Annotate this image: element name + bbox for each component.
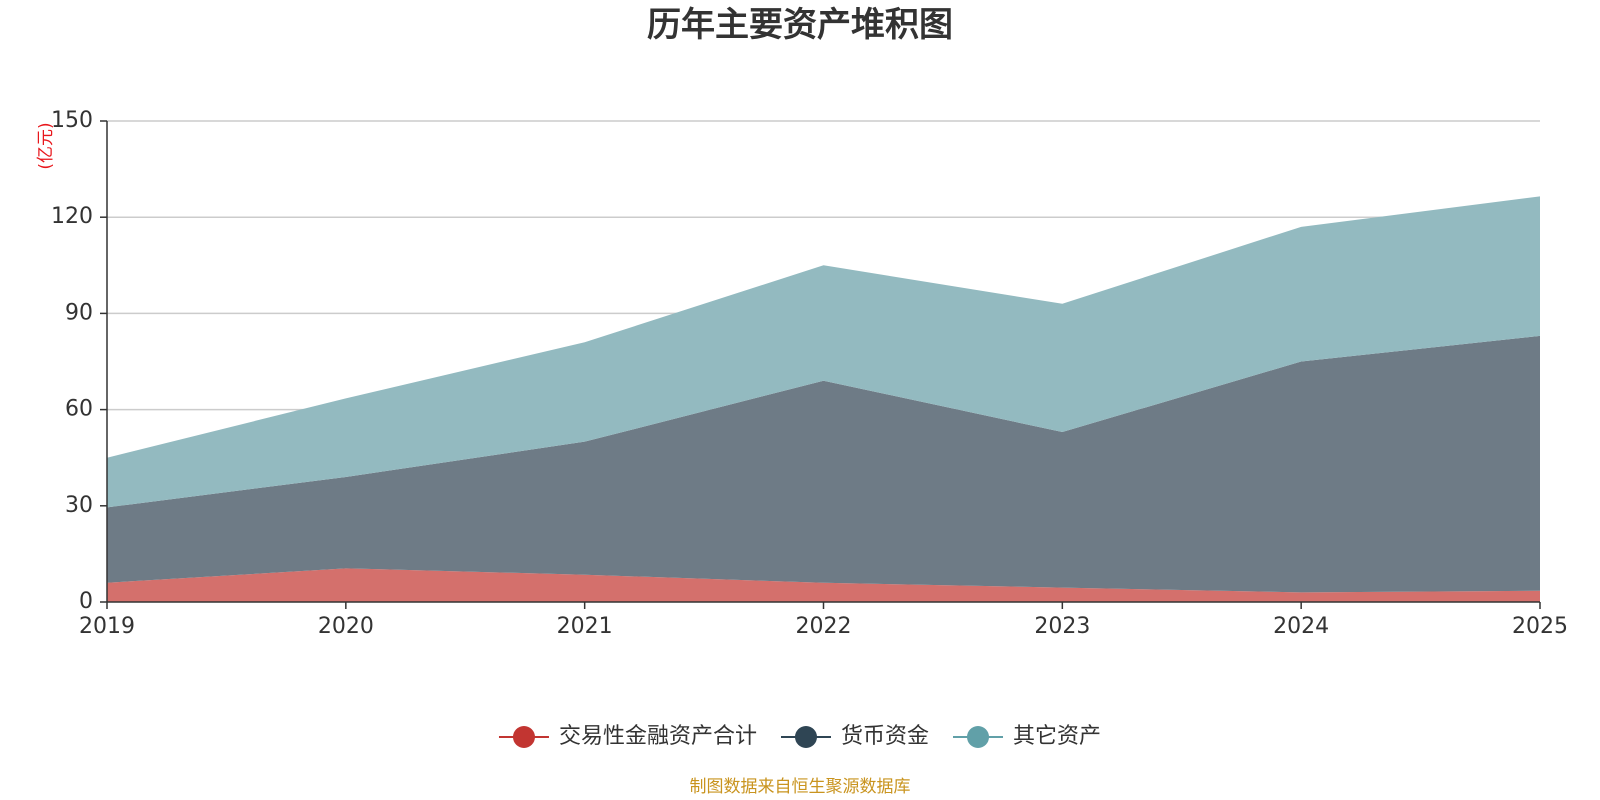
x-tick-label: 2025 [1512, 614, 1568, 639]
data-source-note: 制图数据来自恒生聚源数据库 [690, 777, 911, 797]
area-series [107, 196, 1540, 602]
y-tick-label: 30 [65, 493, 93, 518]
y-tick-label: 150 [51, 108, 93, 133]
y-tick-label: 60 [65, 397, 93, 422]
legend-label: 货币资金 [841, 724, 929, 749]
legend-label: 交易性金融资产合计 [559, 724, 757, 749]
y-axis-unit: (亿元) [36, 122, 56, 169]
legend-label: 其它资产 [1013, 724, 1101, 749]
legend-marker [512, 726, 535, 748]
area-series-3 [107, 196, 1540, 508]
area-series-1 [107, 568, 1540, 602]
x-tick-label: 2024 [1273, 614, 1329, 639]
x-tick-label: 2020 [318, 614, 374, 639]
legend: 交易性金融资产合计 货币资金 其它资产 [498, 724, 1101, 749]
x-tick-label: 2019 [79, 614, 135, 639]
legend-marker [794, 726, 817, 748]
legend-item-3[interactable]: 其它资产 [953, 724, 1101, 749]
x-axis-ticks: 2019 2020 2021 2022 2023 2024 2025 [79, 602, 1568, 639]
area-series-2 [107, 335, 1540, 593]
x-tick-label: 2023 [1034, 614, 1090, 639]
y-tick-label: 90 [65, 300, 93, 325]
legend-marker [967, 726, 990, 748]
legend-item-2[interactable]: 货币资金 [780, 724, 929, 749]
x-tick-label: 2021 [557, 614, 613, 639]
legend-item-1[interactable]: 交易性金融资产合计 [498, 724, 757, 749]
y-tick-label: 120 [51, 204, 93, 229]
y-axis-ticks: 0 30 60 90 120 150 [51, 108, 107, 614]
y-tick-label: 0 [79, 589, 93, 614]
chart-title: 历年主要资产堆积图 [647, 5, 953, 45]
x-tick-label: 2022 [796, 614, 852, 639]
